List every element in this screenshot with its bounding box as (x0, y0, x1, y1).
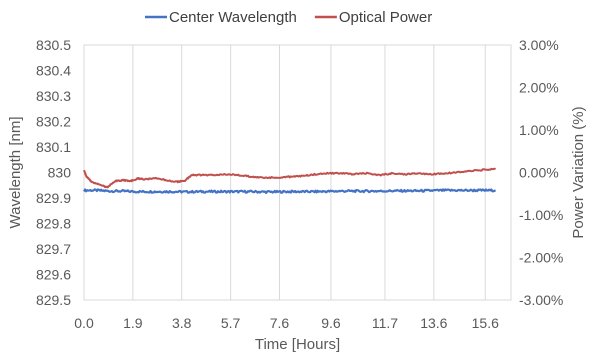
y2-tick-label: -3.00% (519, 292, 563, 308)
x-tick-label: 7.6 (270, 315, 290, 331)
y2-tick-label: -1.00% (519, 207, 563, 223)
legend: Center Wavelength Optical Power (145, 9, 432, 26)
y-tick-label: 830 (48, 165, 72, 181)
legend-label: Optical Power (339, 9, 432, 26)
series-line-optical-power (83, 167, 496, 189)
right-axis-ticks: -3.00% -2.00% -1.00% 0.00% 1.00% 2.00% 3.00% (519, 37, 563, 308)
x-axis-ticks: 0.0 1.9 3.8 5.7 7.6 9.6 11.7 13.6 15.6 (74, 315, 499, 331)
y2-tick-label: 0.00% (519, 165, 559, 181)
y-tick-label: 830.1 (36, 139, 71, 155)
x-tick-label: 3.8 (172, 315, 192, 331)
x-tick-label: 0.0 (74, 315, 94, 331)
x-tick-label: 11.7 (372, 315, 398, 331)
legend-item-center-wavelength: Center Wavelength (145, 9, 297, 26)
x-axis-title: Time [Hours] (255, 336, 340, 353)
legend-item-optical-power: Optical Power (314, 9, 432, 26)
y-tick-label: 829.7 (36, 241, 71, 257)
y2-axis-title: Power Variation (%) (570, 106, 587, 238)
series (83, 167, 496, 194)
y-tick-label: 829.5 (36, 292, 71, 308)
y2-tick-label: 2.00% (519, 80, 559, 96)
x-tick-label: 15.6 (472, 315, 499, 331)
y-tick-label: 830.5 (36, 37, 71, 53)
x-tick-label: 9.6 (321, 315, 341, 331)
y-tick-label: 830.4 (36, 63, 71, 79)
y-tick-label: 829.8 (36, 216, 71, 232)
y-tick-label: 830.3 (36, 88, 71, 104)
legend-label: Center Wavelength (169, 9, 297, 26)
x-tick-label: 5.7 (221, 315, 241, 331)
y2-tick-label: 1.00% (519, 122, 559, 138)
y-tick-label: 829.9 (36, 190, 71, 206)
series-line-center-wavelength (83, 188, 496, 194)
y2-tick-label: 3.00% (519, 37, 559, 53)
x-tick-label: 1.9 (123, 315, 143, 331)
y-axis-title: Wavelength [nm] (7, 117, 24, 229)
y2-tick-label: -2.00% (519, 250, 563, 266)
y-tick-label: 829.6 (36, 267, 71, 283)
y-tick-label: 830.2 (36, 114, 71, 130)
x-tick-label: 13.6 (420, 315, 447, 331)
left-axis-ticks: 829.5 829.6 829.7 829.8 829.9 830 830.1 830.2 83… (36, 37, 71, 308)
